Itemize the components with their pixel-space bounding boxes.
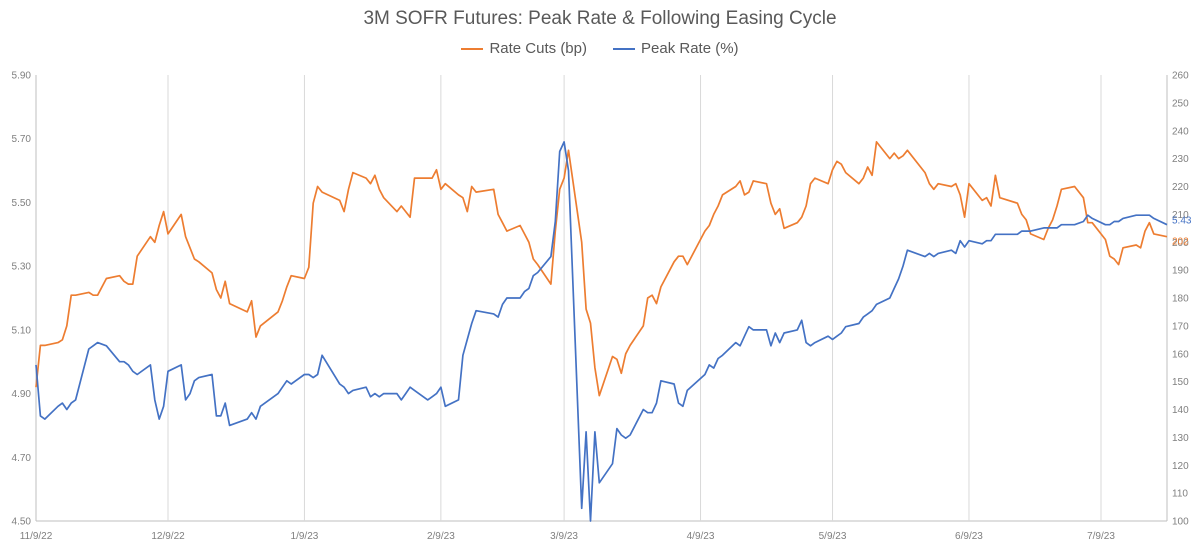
y-left-tick-label: 4.90	[12, 389, 32, 400]
y-right-tick-label: 200	[1172, 238, 1189, 249]
x-tick-label: 1/9/23	[291, 531, 319, 542]
y-right-tick-label: 170	[1172, 321, 1189, 332]
y-right-tick-label: 260	[1172, 71, 1189, 82]
y-left-tick-label: 5.90	[12, 71, 32, 82]
y-right-tick-label: 250	[1172, 98, 1189, 109]
legend: Rate Cuts (bp) Peak Rate (%)	[0, 40, 1200, 57]
y-right-tick-label: 130	[1172, 433, 1189, 444]
y-right-tick-label: 160	[1172, 349, 1189, 360]
y-right-tick-label: 180	[1172, 294, 1189, 305]
x-tick-label: 7/9/23	[1087, 531, 1115, 542]
legend-label-rate-cuts: Rate Cuts (bp)	[489, 40, 587, 57]
series-end-label: 5.43	[1172, 216, 1192, 227]
y-right-tick-label: 120	[1172, 461, 1189, 472]
y-left-tick-label: 5.10	[12, 325, 32, 336]
y-right-tick-label: 240	[1172, 126, 1189, 137]
legend-swatch-rate-cuts	[461, 47, 484, 50]
x-tick-label: 2/9/23	[427, 531, 455, 542]
y-right-tick-label: 210	[1172, 210, 1189, 221]
x-tick-label: 3/9/23	[550, 531, 578, 542]
y-right-tick-label: 110	[1172, 489, 1188, 500]
y-left-tick-label: 4.70	[12, 453, 32, 464]
series-end-label: 202	[1172, 237, 1189, 248]
legend-swatch-peak-rate	[613, 47, 635, 50]
x-tick-label: 4/9/23	[687, 531, 715, 542]
y-left-tick-label: 5.70	[12, 134, 32, 145]
legend-item-peak-rate: Peak Rate (%)	[613, 40, 739, 57]
y-right-tick-label: 190	[1172, 266, 1189, 277]
peak-rate-line	[35, 141, 1168, 522]
chart-title: 3M SOFR Futures: Peak Rate & Following E…	[363, 8, 837, 29]
legend-label-peak-rate: Peak Rate (%)	[641, 40, 739, 57]
legend-item-rate-cuts: Rate Cuts (bp)	[461, 40, 587, 57]
x-tick-label: 11/9/22	[20, 531, 53, 542]
y-right-tick-label: 230	[1172, 154, 1189, 165]
y-left-tick-label: 5.30	[12, 262, 32, 273]
y-right-tick-label: 140	[1172, 405, 1189, 416]
x-tick-label: 5/9/23	[819, 531, 847, 542]
y-left-tick-label: 4.50	[12, 517, 32, 528]
x-tick-label: 6/9/23	[955, 531, 983, 542]
y-left-tick-label: 5.50	[12, 198, 32, 209]
y-right-tick-label: 100	[1172, 517, 1189, 528]
x-tick-label: 12/9/22	[151, 531, 185, 542]
y-right-tick-label: 220	[1172, 182, 1189, 193]
rate-cuts-line	[35, 141, 1168, 397]
y-right-tick-label: 150	[1172, 377, 1189, 388]
